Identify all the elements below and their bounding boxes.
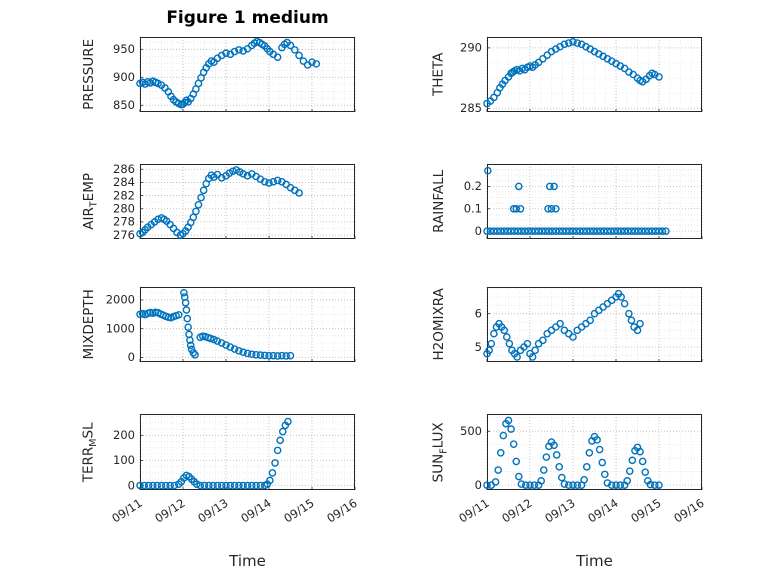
ylabel-mixdepth: MIXDEPTH: [80, 287, 100, 362]
ylabel-sun-flux-pre: SUN: [430, 453, 447, 482]
svg-text:09/14: 09/14: [585, 496, 620, 526]
ylabel-theta-pre: THETA: [430, 52, 447, 97]
ylabel-rainfall: RAINFALL: [430, 164, 450, 239]
figure-title: Figure 1 medium: [166, 8, 329, 28]
svg-text:290: 290: [460, 41, 482, 55]
pressure-plot: 850 900 950: [113, 37, 356, 112]
ylabel-theta: THETA: [430, 37, 450, 112]
svg-text:850: 850: [113, 98, 135, 112]
ylabel-h2omixra: H2OMIXRA: [430, 287, 450, 362]
svg-text:278: 278: [113, 215, 135, 229]
ylabel-terr-msl-post: SL: [80, 422, 97, 439]
svg-text:2000: 2000: [106, 293, 135, 307]
svg-text:09/13: 09/13: [542, 496, 577, 526]
subplot-theta: 285 290: [460, 37, 703, 115]
svg-text:09/11: 09/11: [456, 496, 491, 526]
svg-text:276: 276: [113, 228, 135, 242]
ylabel-terr-msl-text: TERRMSL: [81, 422, 100, 482]
svg-text:500: 500: [460, 424, 482, 438]
ylabel-air-temp-subscript: T: [88, 201, 100, 208]
ylabel-terr-msl-subscript: M: [88, 438, 100, 447]
svg-text:09/16: 09/16: [324, 496, 359, 526]
svg-text:0: 0: [128, 350, 135, 364]
svg-text:280: 280: [113, 202, 135, 216]
ylabel-theta-text: THETA: [431, 53, 450, 96]
svg-text:0.2: 0.2: [464, 179, 482, 193]
svg-text:900: 900: [113, 70, 135, 84]
ylabel-mixdepth-text: MIXDEPTH: [81, 289, 100, 359]
svg-text:09/15: 09/15: [628, 496, 663, 526]
ylabel-h2omixra-text: H2OMIXRA: [431, 288, 450, 360]
svg-text:0: 0: [475, 224, 482, 238]
h2omixra-plot: 56: [475, 287, 703, 362]
ylabel-pressure-text: PRESSURE: [81, 39, 100, 110]
svg-text:1000: 1000: [106, 321, 135, 335]
svg-text:09/12: 09/12: [499, 496, 534, 526]
svg-text:200: 200: [113, 428, 135, 442]
ylabel-terr-msl-pre: TERR: [80, 446, 97, 482]
svg-text:09/12: 09/12: [152, 496, 187, 526]
ylabel-pressure: PRESSURE: [80, 37, 100, 112]
subplot-mixdepth: 0 1000 2000: [106, 287, 356, 364]
ylabel-terr-msl: TERRMSL: [80, 414, 100, 490]
ylabel-sun-flux-post: LUX: [430, 422, 447, 448]
svg-text:6: 6: [475, 306, 482, 320]
subplot-air-temp: 276 278 280 282 284 286: [113, 162, 356, 242]
svg-text:09/16: 09/16: [671, 496, 706, 526]
subplot-rainfall: 0 0.1 0.2: [464, 163, 703, 239]
ylabel-sun-flux: SUNFLUX: [430, 414, 450, 490]
ylabel-rainfall-pre: RAINFALL: [430, 170, 447, 233]
ylabel-h2omixra-pre: H2OMIXRA: [430, 288, 447, 361]
svg-text:285: 285: [460, 101, 482, 115]
ylabel-air-temp-pre: AIR: [80, 207, 97, 230]
theta-plot: 285 290: [460, 37, 703, 115]
svg-text:0: 0: [475, 478, 482, 492]
svg-text:09/15: 09/15: [281, 496, 316, 526]
subplot-pressure: 850 900 950: [113, 37, 356, 112]
svg-text:286: 286: [113, 162, 135, 176]
svg-text:950: 950: [113, 42, 135, 56]
svg-text:0.1: 0.1: [464, 202, 482, 216]
ylabel-sun-flux-subscript: F: [438, 447, 450, 454]
ylabel-pressure-pre: PRESSURE: [80, 39, 97, 110]
svg-text:09/11: 09/11: [109, 496, 144, 526]
ylabel-sun-flux-text: SUNFLUX: [431, 422, 450, 482]
xaxis-label-right: Time: [576, 552, 613, 570]
ylabel-air-temp-text: AIRTEMP: [81, 173, 100, 230]
svg-text:09/13: 09/13: [195, 496, 230, 526]
svg-text:09/14: 09/14: [238, 496, 273, 526]
rainfall-plot: 0 0.1 0.2: [464, 163, 703, 239]
mixdepth-plot: 0 1000 2000: [106, 287, 356, 364]
ylabel-air-temp-post: EMP: [80, 173, 97, 202]
svg-text:0: 0: [128, 478, 135, 492]
ylabel-mixdepth-pre: MIXDEPTH: [80, 289, 97, 360]
svg-text:100: 100: [113, 453, 135, 467]
terr-msl-plot: 0 100 200 09/11 09/12 09/13 09/14 09/15 09/16: [109, 414, 360, 526]
svg-text:282: 282: [113, 188, 135, 202]
xaxis-label-left: Time: [229, 552, 266, 570]
svg-text:5: 5: [475, 340, 482, 354]
subplot-terr-msl: 0 100 200 09/11 09/12 09/13 09/14 09/15 09/16: [109, 414, 360, 526]
svg-text:284: 284: [113, 175, 135, 189]
ylabel-rainfall-text: RAINFALL: [431, 170, 450, 233]
ylabel-air-temp: AIRTEMP: [80, 164, 100, 239]
subplot-sun-flux: 0 500 09/11 09/12 09/13 09/14 09/15 09/16: [456, 414, 707, 526]
sun-flux-plot: 0 500 09/11 09/12 09/13 09/14 09/15 09/16: [456, 414, 707, 526]
